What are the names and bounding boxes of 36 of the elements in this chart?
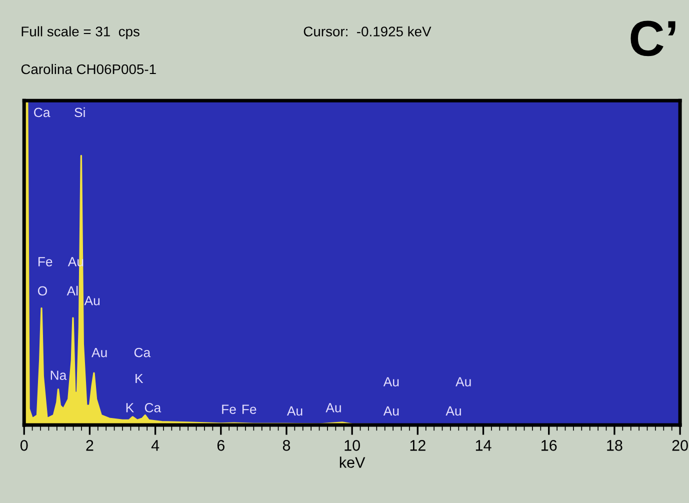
annotation: K bbox=[136, 374, 144, 384]
annotation: Au bbox=[446, 406, 461, 416]
annotation: Au bbox=[383, 377, 399, 386]
x-tick-label: 12 bbox=[410, 440, 426, 451]
x-tick-label: 6 bbox=[217, 440, 224, 451]
annotation: Fe bbox=[222, 404, 236, 414]
x-tick-label: 8 bbox=[282, 440, 290, 451]
x-tick-label: 18 bbox=[607, 440, 622, 451]
x-axis-title: keV bbox=[340, 456, 366, 468]
annotation: Au bbox=[92, 348, 107, 358]
annotation: Au bbox=[286, 406, 302, 416]
annotation: Si bbox=[74, 107, 85, 118]
annotation: Au bbox=[383, 406, 399, 416]
x-tick-label: 20 bbox=[672, 440, 688, 451]
text: Full scale = 31 cps bbox=[22, 26, 140, 40]
x-tick-label: 4 bbox=[151, 440, 160, 451]
annotation: Fe bbox=[38, 257, 52, 266]
annotation: Na bbox=[50, 370, 67, 380]
annotation: Fe bbox=[242, 404, 256, 414]
x-tick-label: 16 bbox=[542, 440, 557, 451]
text: Cursor: -0.1925 keV bbox=[304, 26, 432, 36]
x-tick-label: 0 bbox=[20, 440, 28, 451]
annotation: Au bbox=[326, 403, 341, 412]
annotation: Ca bbox=[144, 403, 162, 412]
text: Carolina CH06P005-1 bbox=[21, 64, 156, 74]
annotation: O bbox=[38, 286, 47, 296]
annotation: Au bbox=[84, 296, 100, 306]
annotation: K bbox=[126, 403, 134, 412]
annotation: Au bbox=[456, 377, 471, 386]
annotation: Ca bbox=[34, 108, 50, 118]
annotation: Ca bbox=[134, 348, 151, 358]
text: C’ bbox=[630, 20, 676, 56]
x-tick-label: 14 bbox=[476, 440, 492, 451]
annotation: Al bbox=[66, 286, 78, 296]
x-tick-label: 2 bbox=[86, 440, 94, 451]
x-tick-label: 10 bbox=[344, 440, 360, 451]
